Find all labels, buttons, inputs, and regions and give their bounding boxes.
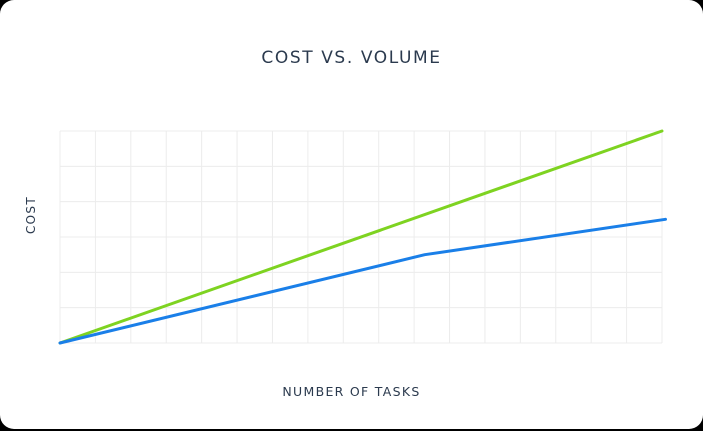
grid — [59, 130, 663, 344]
x-axis-label: NUMBER OF TASKS — [282, 384, 421, 399]
series-lines — [58, 129, 667, 345]
series-line-1 — [58, 129, 664, 345]
chart-title: COST VS. VOLUME — [261, 48, 442, 68]
series-line-2 — [58, 217, 667, 345]
